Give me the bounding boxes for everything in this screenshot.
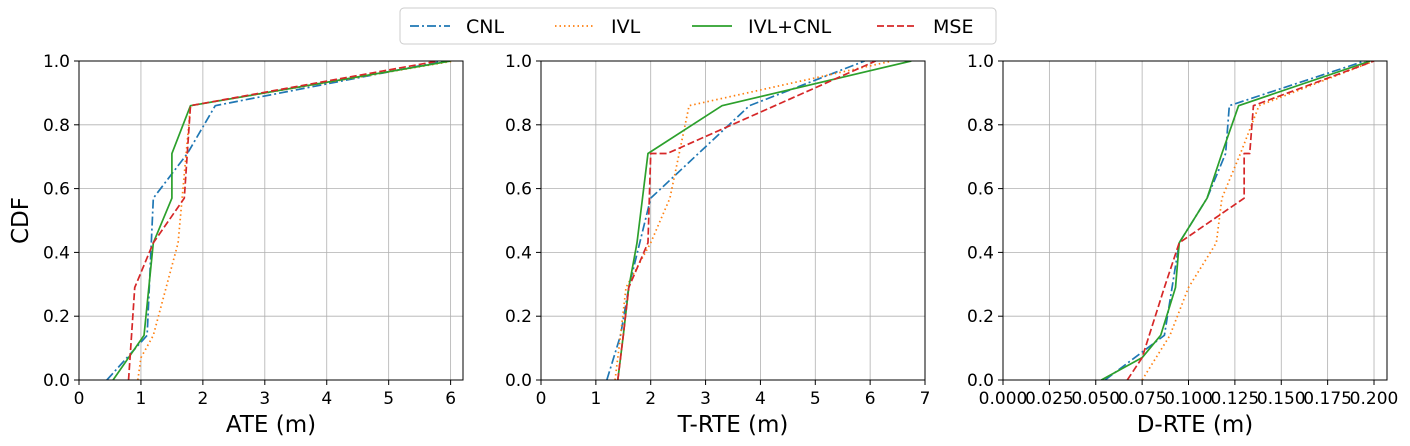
legend-label: MSE: [933, 16, 973, 38]
legend-label: IVL: [611, 16, 641, 38]
series-group: [1100, 61, 1375, 380]
series-line-ivl: [614, 61, 893, 380]
series-line-ivl-cnl: [112, 61, 451, 380]
x-tick-label: 0.200: [1350, 389, 1399, 409]
x-tick-label: 0.050: [1071, 389, 1120, 409]
panel-ate: 0 1 2 3 4 5 6 0.0 0.2 0.4 0.6 0.8 1.0 ATE (m) CDF: [8, 52, 464, 438]
series-line-mse: [127, 61, 439, 380]
x-tick-label: 6: [445, 389, 456, 409]
y-tick-label: 0.8: [505, 116, 532, 136]
y-tick-label: 0.4: [967, 243, 994, 263]
y-tick-label: 0.2: [967, 307, 994, 327]
x-tick-label: 1: [590, 389, 601, 409]
x-tick-label: 0.175: [1303, 389, 1352, 409]
x-tick-label: 7: [920, 389, 931, 409]
series-line-ivl: [1141, 61, 1375, 380]
y-tick-label: 1.0: [967, 52, 994, 72]
y-tick-label: 1.0: [43, 52, 70, 72]
x-tick-label: 0.100: [1164, 389, 1213, 409]
x-tick-label: 2: [645, 389, 656, 409]
series-line-ivl-cnl: [616, 61, 912, 380]
series-line-mse: [616, 61, 876, 380]
axes-frame: [78, 60, 464, 381]
axes-frame: [540, 60, 926, 381]
panel-t-rte: 0 1 2 3 4 5 6 7 0.0 0.2 0.4 0.6 0.8 1.0 T-RTE (m): [505, 52, 930, 438]
x-tick-label: 4: [321, 389, 332, 409]
gridlines: [540, 60, 926, 381]
gridlines: [78, 60, 463, 381]
y-axis-label: CDF: [8, 197, 34, 244]
series-line-ivl: [136, 61, 454, 380]
y-tick-label: 0.6: [505, 180, 532, 200]
series-group: [106, 61, 454, 380]
y-tick-label: 1.0: [505, 52, 532, 72]
y-tick-label: 0.6: [967, 180, 994, 200]
legend: CNL IVL IVL+CNL MSE: [399, 7, 997, 45]
legend-label: IVL+CNL: [748, 16, 832, 38]
x-tick-label: 4: [755, 389, 766, 409]
y-tick-label: 0.0: [967, 371, 994, 391]
x-tick-label: 0.150: [1257, 389, 1306, 409]
series-line-ivl-cnl: [1100, 61, 1371, 380]
panel-d-rte: 0.0000.0250.0500.0750.1000.1250.1500.175…: [967, 52, 1398, 438]
series-line-cnl: [106, 61, 445, 380]
x-tick-label: 1: [136, 389, 147, 409]
y-tick-label: 0.2: [43, 307, 70, 327]
legend-label: CNL: [466, 16, 504, 38]
x-tick-label: 0.075: [1118, 389, 1167, 409]
x-tick-label: 6: [865, 389, 876, 409]
x-axis-label: T-RTE (m): [677, 412, 789, 438]
y-tick-label: 0.2: [505, 307, 532, 327]
y-tick-label: 0.8: [967, 116, 994, 136]
x-tick-label: 5: [383, 389, 394, 409]
x-tick-label: 3: [700, 389, 711, 409]
x-tick-label: 0.000: [979, 389, 1028, 409]
y-tick-label: 0.8: [43, 116, 70, 136]
x-tick-label: 0.025: [1025, 389, 1074, 409]
y-tick-label: 0.4: [505, 243, 532, 263]
gridlines: [1002, 60, 1387, 381]
series-line-cnl: [606, 61, 865, 380]
x-tick-label: 0: [74, 389, 85, 409]
x-tick-label: 3: [259, 389, 270, 409]
series-line-cnl: [1104, 61, 1366, 380]
x-axis-label: D-RTE (m): [1137, 412, 1254, 438]
series-line-mse: [1126, 61, 1375, 380]
x-tick-label: 0: [536, 389, 547, 409]
series-group: [606, 61, 912, 380]
y-tick-label: 0.0: [505, 371, 532, 391]
y-tick-label: 0.4: [43, 243, 70, 263]
x-tick-label: 2: [197, 389, 208, 409]
x-tick-label: 5: [810, 389, 821, 409]
y-tick-label: 0.0: [43, 371, 70, 391]
x-tick-label: 0.125: [1211, 389, 1260, 409]
x-axis-label: ATE (m): [226, 412, 316, 438]
axes-frame: [1002, 60, 1388, 381]
y-tick-label: 0.6: [43, 180, 70, 200]
